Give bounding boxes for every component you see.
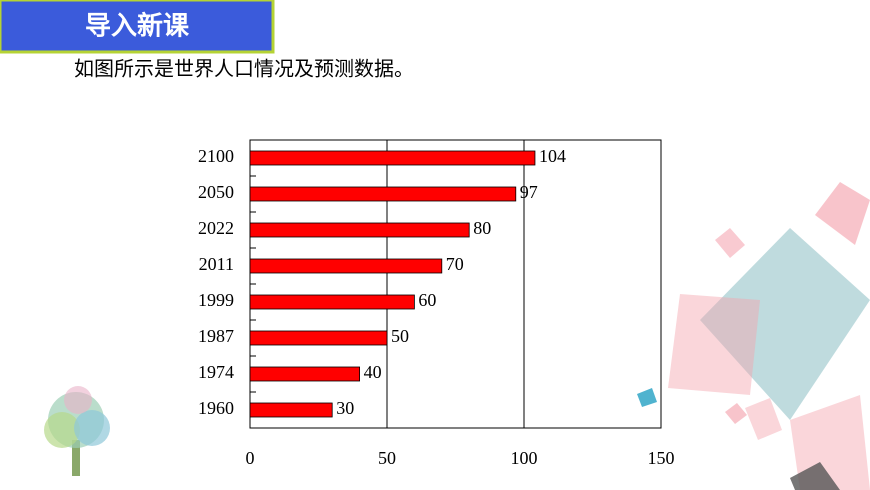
bar [249, 402, 333, 418]
bar [249, 258, 443, 274]
slide-text: 如图所示是世界人口情况及预测数据。 [74, 57, 414, 81]
plot-frame [249, 139, 662, 429]
x-tick-label: 0 [246, 448, 255, 468]
y-tick-label: 1987 [198, 326, 234, 346]
x-tick-label: 50 [378, 448, 396, 468]
y-tick-label: 2022 [198, 218, 234, 238]
chart: 0 50 100 150 2100 104 2050 97 2022 80 2011 70 1999 60… [198, 139, 675, 468]
y-tick-label: 2100 [198, 146, 234, 166]
value-label: 70 [446, 254, 464, 274]
x-tick-label: 150 [648, 448, 675, 468]
value-label: 50 [391, 326, 409, 346]
value-label: 60 [418, 290, 436, 310]
y-tick-label: 2011 [199, 254, 234, 274]
y-tick-label: 1960 [198, 398, 234, 418]
bar [249, 222, 470, 238]
bar [249, 186, 517, 202]
value-label: 80 [473, 218, 491, 238]
bar [249, 366, 360, 382]
value-label: 104 [539, 146, 566, 166]
value-label: 40 [364, 362, 382, 382]
bar [249, 150, 536, 166]
value-label: 97 [520, 182, 538, 202]
y-tick-label: 1974 [198, 362, 234, 382]
y-tick-label: 1999 [198, 290, 234, 310]
bar [249, 294, 415, 310]
value-label: 30 [336, 398, 354, 418]
x-tick-label: 100 [511, 448, 538, 468]
y-tick-label: 2050 [198, 182, 234, 202]
slide-title: 导入新课 [85, 11, 190, 42]
bar [249, 330, 388, 346]
